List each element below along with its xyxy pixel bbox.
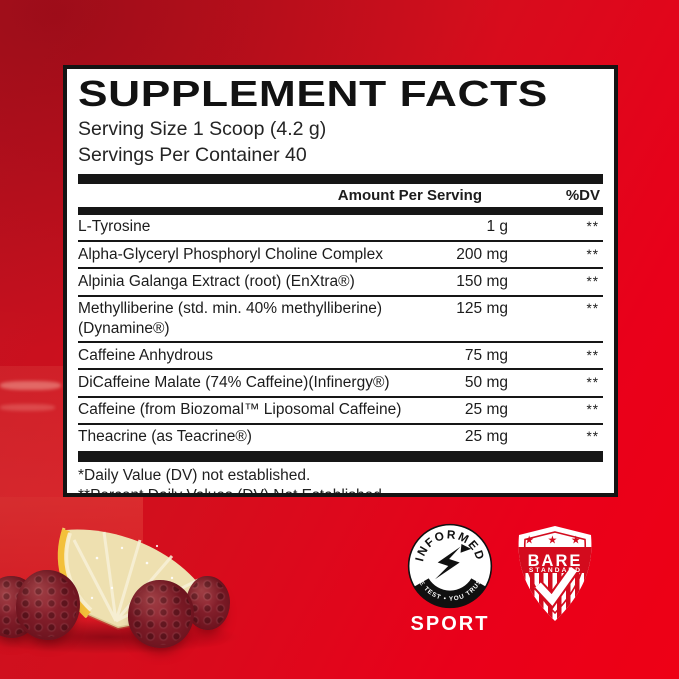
footnote-dv: *Daily Value (DV) not established. <box>78 467 311 485</box>
ingredient-name: Methylliberine (std. min. 40% methyllibe… <box>78 299 448 339</box>
ingredient-amount: 25 mg <box>464 401 508 419</box>
ingredient-name: Alpinia Galanga Extract (root) (EnXtra®) <box>78 272 355 290</box>
ingredient-amount: 125 mg <box>456 300 508 317</box>
ingredient-dv: ** <box>586 374 599 390</box>
ingredient-dv: ** <box>586 347 599 363</box>
table-row: Caffeine Anhydrous 75 mg ** <box>78 343 603 371</box>
bare-band <box>518 547 592 573</box>
table-row: Caffeine (from Biozomal™ Liposomal Caffe… <box>78 398 603 425</box>
ingredient-amount: 200 mg <box>456 245 508 263</box>
ingredient-dv: ** <box>586 301 599 316</box>
glass-rim-highlight <box>0 404 55 411</box>
ingredient-dv: ** <box>586 402 599 418</box>
bare-standard-badge: ★ ★ ★ BARE STANDARD <box>518 526 592 621</box>
dv-column-header: %DV <box>565 186 600 204</box>
bare-label: BARE <box>528 552 583 570</box>
ingredient-name: Alpha-Glyceryl Phosphoryl Choline Comple… <box>78 245 383 263</box>
panel-title: SUPPLEMENT FACTS <box>78 73 548 114</box>
three-stars-icon: ★ ★ ★ <box>524 534 586 547</box>
ingredient-name: L-Tyrosine <box>78 218 151 236</box>
ingredient-name: Theacrine (as Teacrine®) <box>78 428 252 446</box>
ingredient-name: DiCaffeine Malate (74% Caffeine)(Infiner… <box>78 373 390 391</box>
raspberry <box>186 576 230 630</box>
ingredient-amount: 50 mg <box>464 373 508 391</box>
ingredient-rows: L-Tyrosine 1 g ** Alpha-Glyceryl Phospho… <box>78 215 603 450</box>
divider-thick <box>78 451 603 463</box>
table-row: Theacrine (as Teacrine®) 25 mg ** <box>78 425 603 450</box>
ingredient-amount: 75 mg <box>464 346 508 364</box>
serving-size: Serving Size 1 Scoop (4.2 g) <box>78 117 327 140</box>
sport-label: SPORT <box>410 613 490 635</box>
checkmark-icon <box>535 566 578 606</box>
supplement-facts-panel: SUPPLEMENT FACTS Serving Size 1 Scoop (4… <box>63 65 618 497</box>
ingredient-dv: ** <box>586 429 599 445</box>
ingredient-amount: 150 mg <box>456 272 508 290</box>
ingredient-dv: ** <box>586 219 599 235</box>
table-header: Amount Per Serving %DV <box>78 184 603 207</box>
ingredient-amount: 25 mg <box>464 428 508 446</box>
ingredient-amount: 1 g <box>486 218 508 236</box>
ingredient-name-line2: (Dynamine®) <box>78 319 170 337</box>
footnotes: *Daily Value (DV) not established. **Per… <box>78 466 603 497</box>
ingredient-dv: ** <box>586 246 599 262</box>
table-row: L-Tyrosine 1 g ** <box>78 215 603 242</box>
raspberry <box>16 570 80 640</box>
informed-sport-badge: INFORMED WE TEST • YOU TRUST SPORT <box>402 522 498 636</box>
standard-label: STANDARD <box>529 567 582 574</box>
servings-per-container: Servings Per Container 40 <box>78 144 307 167</box>
table-row: Methylliberine (std. min. 40% methyllibe… <box>78 297 603 344</box>
divider-thick <box>78 173 603 184</box>
glass-rim-highlight <box>0 381 61 390</box>
amount-column-header: Amount Per Serving <box>337 186 482 204</box>
footnote-percent-dv: **Percent Daily Values (DV) Not Establis… <box>78 486 387 497</box>
raspberry <box>128 580 194 648</box>
divider-medium <box>78 206 603 215</box>
ingredient-name: Caffeine (from Biozomal™ Liposomal Caffe… <box>78 401 402 419</box>
table-row: Alpha-Glyceryl Phosphoryl Choline Comple… <box>78 242 603 270</box>
ingredient-dv: ** <box>586 273 599 289</box>
table-row: DiCaffeine Malate (74% Caffeine)(Infiner… <box>78 370 603 398</box>
informed-sport-seal: INFORMED WE TEST • YOU TRUST <box>407 523 493 609</box>
ingredient-name: Caffeine Anhydrous <box>78 346 214 364</box>
table-row: Alpinia Galanga Extract (root) (EnXtra®)… <box>78 269 603 297</box>
drink-glass <box>0 366 63 497</box>
compass-arrow-icon <box>435 544 472 580</box>
